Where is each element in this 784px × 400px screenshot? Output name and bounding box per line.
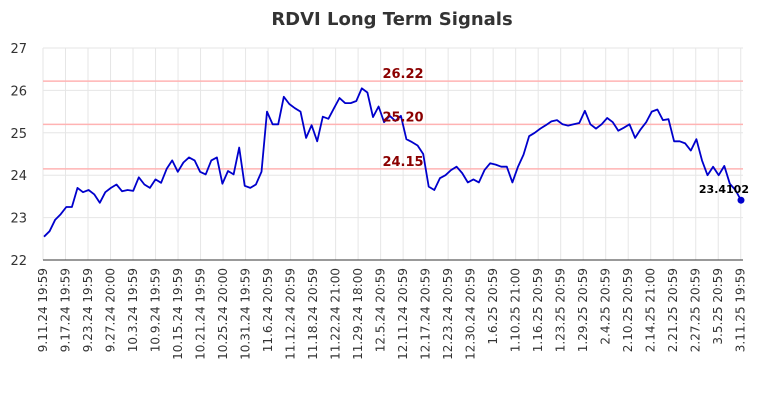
price-line <box>43 87 742 238</box>
x-tick-label: 2.21.25 20:59 <box>666 268 680 352</box>
y-tick-label: 25 <box>10 127 27 142</box>
x-tick-label: 9.27.24 20:00 <box>104 268 118 352</box>
x-tick-label: 3.5.25 20:59 <box>711 268 725 345</box>
x-tick-labels: 9.11.24 19:59 9.17.24 19:59 9.23.24 19:59 9… <box>36 268 748 360</box>
last-point-group: 23.4102 <box>699 183 749 204</box>
reference-lines <box>43 80 743 170</box>
y-tick-label: 24 <box>10 169 27 184</box>
x-tick-label: 2.10.25 20:59 <box>621 268 635 352</box>
x-tick-label: 1.6.25 20:59 <box>486 268 500 345</box>
x-tick-label: 2.27.25 20:59 <box>689 268 703 352</box>
reference-label: 24.15 <box>382 155 423 170</box>
x-tick-label: 10.9.24 19:59 <box>149 268 163 352</box>
x-tick-label: 12.17.24 20:59 <box>419 268 433 360</box>
x-tick-label: 10.15.24 19:59 <box>171 268 185 360</box>
y-tick-labels: 22 23 24 25 26 27 <box>10 42 27 269</box>
last-point-marker <box>737 196 745 204</box>
x-tick-label: 12.11.24 20:59 <box>396 268 410 360</box>
chart-title: RDVI Long Term Signals <box>271 9 512 30</box>
x-tick-label: 2.4.25 20:59 <box>599 268 613 345</box>
x-tick-label: 11.12.24 20:59 <box>284 268 298 360</box>
x-tick-label: 1.16.25 20:59 <box>531 268 545 352</box>
y-tick-label: 22 <box>10 254 27 269</box>
reference-labels: 26.22 25.20 24.15 <box>382 67 423 170</box>
x-tick-label: 3.11.25 19:59 <box>734 268 748 352</box>
y-tick-label: 23 <box>10 212 27 227</box>
x-tick-label: 1.23.25 20:59 <box>554 268 568 352</box>
grid <box>42 47 743 261</box>
x-tick-label: 11.18.24 20:59 <box>306 268 320 360</box>
reference-label: 25.20 <box>382 110 423 125</box>
x-tick-label: 9.11.24 19:59 <box>36 268 50 352</box>
x-tick-label: 1.10.25 21:00 <box>509 268 523 352</box>
last-value-label: 23.4102 <box>699 183 749 196</box>
x-tick-label: 10.21.24 19:59 <box>194 268 208 360</box>
x-tick-label: 10.31.24 19:59 <box>239 268 253 360</box>
x-tick-label: 2.14.25 21:00 <box>644 268 658 352</box>
reference-label: 26.22 <box>382 67 423 82</box>
x-tick-label: 10.3.24 19:59 <box>126 268 140 352</box>
x-tick-label: 10.25.24 20:00 <box>216 268 230 360</box>
x-tick-label: 12.23.24 20:59 <box>441 268 455 360</box>
x-tick-label: 11.6.24 20:59 <box>261 268 275 352</box>
x-tick-label: 12.5.24 20:59 <box>374 268 388 352</box>
x-tick-label: 11.29.24 18:00 <box>351 268 365 360</box>
y-tick-label: 26 <box>10 84 27 99</box>
x-tick-label: 12.30.24 20:59 <box>464 268 478 360</box>
series-layer <box>43 87 742 238</box>
x-tick-label: 9.17.24 19:59 <box>59 268 73 352</box>
x-tick-label: 11.22.24 21:00 <box>329 268 343 360</box>
x-tick-label: 1.29.25 20:59 <box>576 268 590 352</box>
y-tick-label: 27 <box>10 42 27 57</box>
x-tick-label: 9.23.24 19:59 <box>81 268 95 352</box>
